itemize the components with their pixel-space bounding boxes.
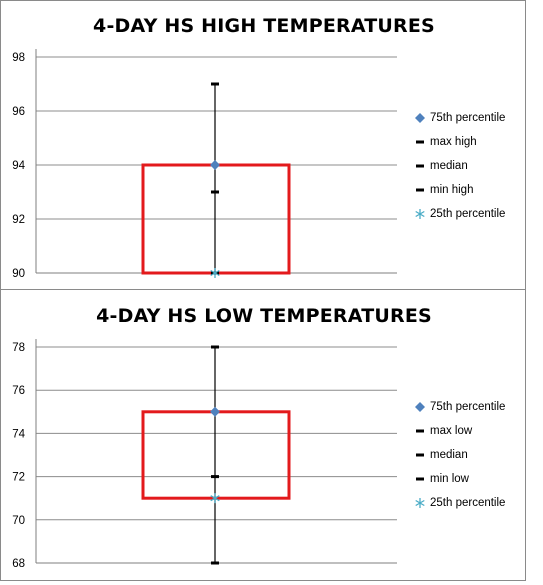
legend-item-75th: 75th percentile bbox=[414, 395, 505, 419]
max-marker bbox=[211, 82, 219, 86]
legend-label: median bbox=[430, 449, 468, 461]
y-tick-label: 96 bbox=[12, 106, 25, 118]
legend-label: max low bbox=[430, 425, 473, 437]
low-temp-chart: 68 70 72 74 76 78 bbox=[12, 339, 397, 570]
legend-label: 25th percentile bbox=[430, 497, 506, 509]
legend-item-max: max high bbox=[414, 130, 505, 154]
legend-item-min: min high bbox=[414, 178, 505, 202]
y-tick-label: 94 bbox=[12, 160, 25, 172]
dash-marker-icon bbox=[416, 453, 424, 457]
legend-item-median: median bbox=[414, 443, 505, 467]
legend-label: 25th percentile bbox=[430, 208, 506, 220]
min-marker bbox=[211, 561, 219, 565]
legend-item-75th: 75th percentile bbox=[414, 106, 505, 130]
max-marker bbox=[211, 345, 219, 349]
low-temp-chart-panel: 4-DAY HS LOW TEMPERATURES 68 70 72 74 76 78 7… bbox=[0, 289, 526, 581]
legend-label: max high bbox=[430, 136, 477, 148]
y-tick-label: 78 bbox=[12, 342, 25, 354]
y-tick-label: 72 bbox=[12, 472, 25, 484]
dash-marker-icon bbox=[416, 477, 424, 481]
iqr-box bbox=[141, 410, 291, 500]
legend-label: median bbox=[430, 160, 468, 172]
chart-title: 4-DAY HS LOW TEMPERATURES bbox=[96, 305, 432, 327]
asterisk-marker-icon bbox=[415, 498, 425, 508]
legend-label: min low bbox=[430, 473, 469, 485]
dash-marker-icon bbox=[416, 429, 424, 433]
legend-item-max: max low bbox=[414, 419, 505, 443]
legend-label: 75th percentile bbox=[430, 112, 506, 124]
p75-marker bbox=[210, 160, 220, 170]
y-tick-label: 70 bbox=[12, 515, 25, 527]
y-tick-label: 68 bbox=[12, 558, 25, 570]
legend-label: 75th percentile bbox=[430, 401, 506, 413]
p25-marker bbox=[210, 493, 220, 504]
legend-item-25th: 25th percentile bbox=[414, 491, 505, 515]
y-tick-label: 74 bbox=[12, 428, 25, 440]
diamond-marker-icon bbox=[415, 113, 425, 123]
dash-marker-icon bbox=[416, 164, 424, 168]
asterisk-marker-icon bbox=[415, 209, 425, 219]
legend-item-median: median bbox=[414, 154, 505, 178]
y-tick-label: 76 bbox=[12, 385, 25, 397]
y-tick-label: 90 bbox=[12, 268, 25, 280]
median-marker bbox=[211, 475, 219, 479]
dash-marker-icon bbox=[416, 188, 424, 192]
legend-item-min: min low bbox=[414, 467, 505, 491]
legend-item-25th: 25th percentile bbox=[414, 202, 505, 226]
median-marker bbox=[211, 190, 219, 194]
dash-marker-icon bbox=[416, 140, 424, 144]
high-temp-chart-panel: 4-DAY HS HIGH TEMPERATURES 90 92 94 96 98 75… bbox=[0, 0, 526, 290]
diamond-marker-icon bbox=[415, 402, 425, 412]
chart-title: 4-DAY HS HIGH TEMPERATURES bbox=[93, 15, 435, 37]
chart-legend: 75th percentile max low median min low 2… bbox=[414, 395, 505, 515]
p75-marker bbox=[210, 406, 220, 417]
high-temp-chart: 90 92 94 96 98 bbox=[12, 49, 397, 280]
y-tick-label: 92 bbox=[12, 214, 25, 226]
p25-marker bbox=[210, 268, 220, 278]
y-tick-label: 98 bbox=[12, 52, 25, 64]
legend-label: min high bbox=[430, 184, 474, 196]
chart-legend: 75th percentile max high median min high… bbox=[414, 106, 505, 226]
